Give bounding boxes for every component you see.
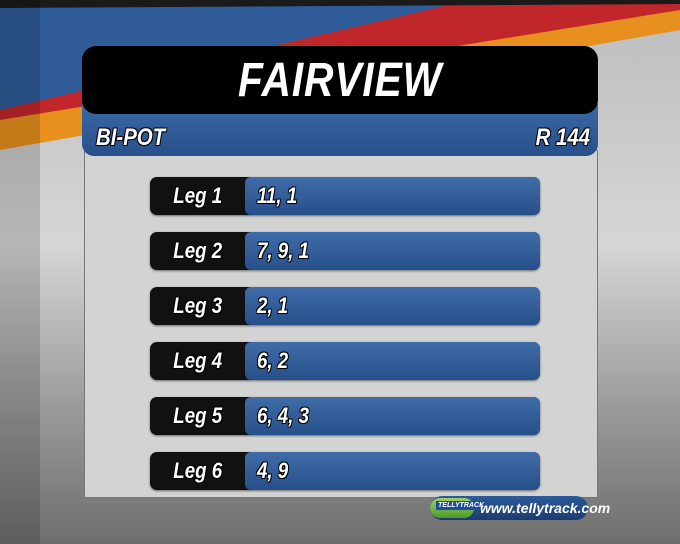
leg-selections: 4, 9 (257, 458, 289, 483)
leg-row: Leg 1 11, 1 (150, 177, 540, 215)
leg-label: Leg 2 (173, 238, 222, 263)
leg-label: Leg 4 (173, 348, 222, 373)
leg-selections: 11, 1 (257, 183, 298, 208)
leg-label: Leg 3 (173, 293, 222, 318)
leg-label: Leg 1 (173, 183, 222, 208)
bet-type: BI-POT (96, 124, 166, 151)
leg-row: Leg 5 6, 4, 3 (150, 397, 540, 435)
website-url: www.tellytrack.com (480, 500, 611, 516)
pool-amount: R 144 (535, 124, 590, 151)
leg-label: Leg 6 (173, 458, 222, 483)
leg-row: Leg 3 2, 1 (150, 287, 540, 325)
leg-selections: 2, 1 (257, 293, 289, 318)
leg-row: Leg 2 7, 9, 1 (150, 232, 540, 270)
tellytrack-logo: TELLYTRACK www.tellytrack.com (430, 496, 610, 520)
leg-selections: 6, 4, 3 (257, 403, 309, 428)
leg-row: Leg 6 4, 9 (150, 452, 540, 490)
leg-label: Leg 5 (173, 403, 222, 428)
logo-text: TELLYTRACK (436, 501, 487, 510)
leg-selections: 6, 2 (257, 348, 289, 373)
tellytrack-badge-icon: TELLYTRACK (430, 498, 487, 518)
leg-row: Leg 4 6, 2 (150, 342, 540, 380)
leg-selections: 7, 9, 1 (257, 238, 309, 263)
header-title-box: FAIRVIEW (82, 46, 598, 114)
venue-title: FAIRVIEW (237, 54, 442, 107)
